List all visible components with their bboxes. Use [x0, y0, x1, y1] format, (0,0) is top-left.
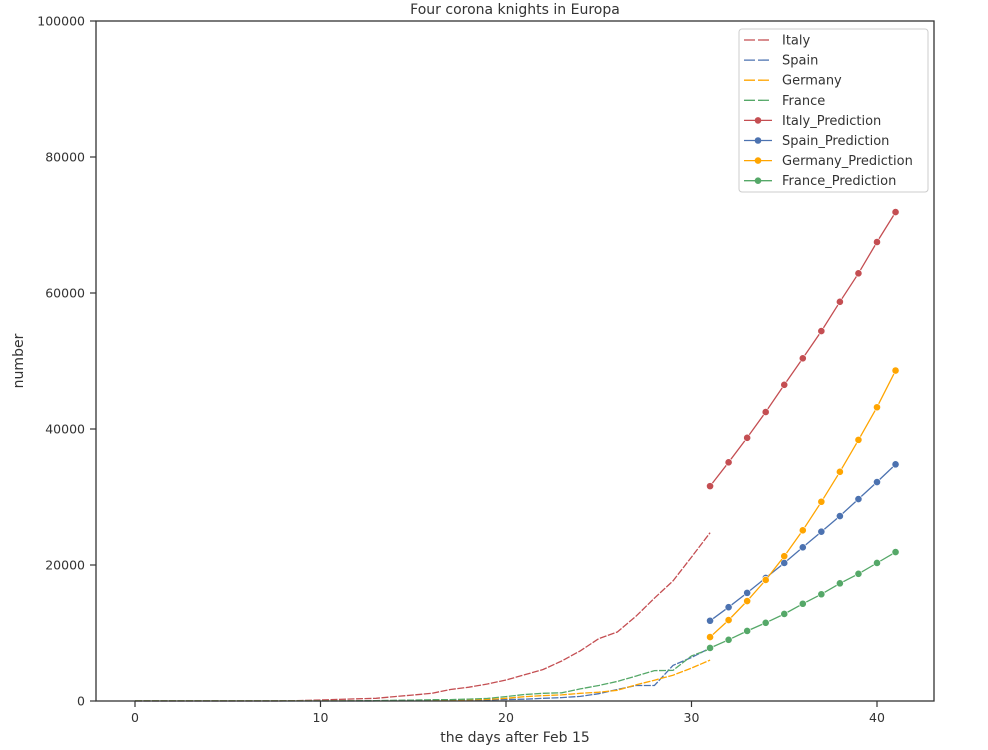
series-line-italy-prediction: [709, 211, 897, 487]
data-point-germany-prediction: [836, 467, 844, 476]
data-point-spain-prediction: [891, 460, 900, 469]
data-point-france-prediction: [854, 569, 863, 578]
y-tick-label: 60000: [45, 286, 85, 301]
plot-frame: [95, 20, 935, 702]
data-point-spain-prediction: [854, 495, 863, 503]
x-tick-label: 10: [313, 710, 329, 725]
y-tick-label: 40000: [45, 422, 85, 437]
data-point-italy-prediction: [836, 297, 844, 306]
data-point-italy-prediction: [743, 433, 752, 442]
data-point-france-prediction: [706, 644, 714, 652]
legend-label: France: [782, 94, 825, 109]
data-point-italy-prediction: [780, 380, 789, 389]
y-tick-label: 80000: [45, 150, 85, 165]
y-axis-label: number: [11, 333, 27, 388]
x-tick-label: 20: [498, 710, 514, 725]
data-point-germany-prediction: [891, 366, 900, 375]
data-point-italy-prediction: [873, 238, 881, 246]
data-point-germany-prediction: [873, 403, 881, 412]
data-point-germany-prediction: [724, 616, 733, 624]
legend-item-spain-prediction: Spain_Prediction: [744, 134, 889, 149]
legend-label: Germany: [782, 74, 842, 89]
data-point-spain-prediction: [706, 616, 714, 625]
data-point-germany-prediction: [743, 597, 752, 605]
data-point-germany-prediction: [761, 576, 770, 584]
legend-marker: [754, 177, 762, 184]
legend-marker: [754, 117, 762, 124]
legend-item-france: France: [744, 94, 825, 109]
data-point-italy-prediction: [761, 408, 770, 416]
legend-label: Spain: [782, 54, 818, 69]
plot-series: [135, 208, 900, 702]
data-point-italy-prediction: [798, 354, 807, 363]
data-point-germany-prediction: [706, 633, 714, 641]
data-point-france-prediction: [724, 635, 733, 644]
legend-marker: [754, 137, 762, 144]
data-point-france-prediction: [780, 610, 789, 618]
x-axis-ticks: 0 10 20 30 40: [131, 701, 885, 725]
data-point-spain-prediction: [724, 603, 733, 612]
legend-label: Spain_Prediction: [782, 134, 889, 149]
data-point-italy-prediction: [817, 327, 826, 335]
chart-title: Four corona knights in Europa: [410, 2, 620, 18]
data-point-spain-prediction: [836, 512, 844, 520]
legend-label: Germany_Prediction: [782, 154, 913, 169]
series-line-germany: [135, 659, 711, 702]
y-tick-label: 100000: [37, 14, 85, 29]
legend-label: France_Prediction: [782, 174, 896, 189]
legend-item-italy-prediction: Italy_Prediction: [744, 114, 881, 129]
data-point-italy-prediction: [706, 482, 714, 491]
legend: Italy Spain Germany France Italy_Prediction S…: [738, 28, 929, 193]
series-line-spain: [135, 647, 711, 702]
x-tick-label: 40: [869, 710, 885, 725]
data-point-france-prediction: [743, 627, 752, 635]
x-tick-label: 30: [684, 710, 700, 725]
data-point-spain-prediction: [798, 543, 807, 552]
data-point-italy-prediction: [724, 458, 733, 467]
data-point-germany-prediction: [780, 552, 789, 561]
data-point-france-prediction: [798, 599, 807, 608]
series-line-germany-prediction: [709, 370, 897, 638]
data-point-italy-prediction: [854, 269, 863, 278]
data-point-france-prediction: [836, 579, 844, 588]
data-point-germany-prediction: [798, 526, 807, 535]
y-tick-label: 20000: [45, 558, 85, 573]
legend-items: Italy Spain Germany France Italy_Prediction S…: [744, 34, 913, 189]
legend-item-italy: Italy: [744, 34, 811, 49]
data-point-spain-prediction: [873, 478, 881, 486]
data-point-italy-prediction: [891, 208, 900, 216]
data-point-france-prediction: [891, 548, 900, 556]
legend-item-germany: Germany: [744, 74, 842, 89]
legend-label: Italy: [782, 34, 811, 49]
x-axis-label: the days after Feb 15: [440, 730, 590, 746]
data-point-germany-prediction: [854, 435, 863, 444]
data-point-spain-prediction: [817, 527, 826, 536]
x-tick-label: 0: [131, 710, 139, 725]
data-point-france-prediction: [761, 618, 770, 627]
legend-label: Italy_Prediction: [782, 114, 881, 129]
y-tick-label: 0: [77, 694, 85, 709]
series-line-spain-prediction: [709, 463, 897, 622]
legend-item-spain: Spain: [744, 54, 818, 69]
data-point-france-prediction: [817, 590, 826, 599]
legend-box: [738, 28, 929, 193]
series-line-italy: [135, 532, 711, 702]
y-axis-ticks: 0 20000 40000 60000 80000 100000: [37, 14, 96, 709]
data-point-france-prediction: [873, 559, 881, 567]
legend-item-germany-prediction: Germany_Prediction: [744, 154, 913, 169]
data-point-germany-prediction: [817, 497, 826, 506]
series-line-france: [135, 648, 711, 702]
legend-item-france-prediction: France_Prediction: [744, 174, 896, 189]
legend-marker: [754, 157, 762, 164]
data-point-spain-prediction: [743, 588, 752, 597]
